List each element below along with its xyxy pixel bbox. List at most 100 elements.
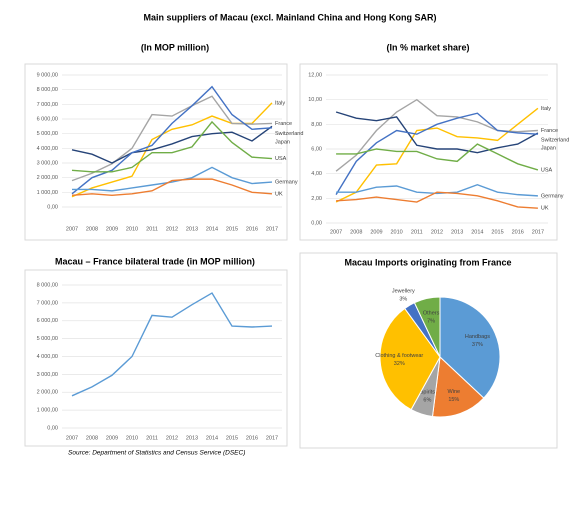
series-line	[336, 191, 538, 209]
y-tick-label: 6,00	[311, 146, 322, 152]
series-line	[336, 143, 539, 171]
series-label: Germany	[541, 193, 564, 199]
series-label: Japan	[541, 146, 556, 152]
slice-value: 37%	[472, 342, 483, 348]
x-tick-label: 2010	[126, 226, 138, 232]
x-tick-label: 2013	[186, 226, 198, 232]
series-label: UK	[275, 191, 283, 197]
y-tick-label: 1 000,00	[37, 190, 58, 196]
slice-label: Others	[423, 311, 440, 317]
y-tick-label: 4 000,00	[37, 146, 58, 152]
y-tick-label: 2 000,00	[37, 390, 58, 396]
main-title: Main suppliers of Macau (excl. Mainland …	[143, 12, 436, 22]
x-tick-label: 2015	[226, 226, 238, 232]
series-line	[336, 184, 538, 197]
series-label: Italy	[541, 106, 551, 112]
slice-value: 7%	[427, 319, 435, 325]
series-line	[71, 95, 273, 182]
y-tick-label: 0,00	[47, 425, 58, 431]
x-tick-label: 2010	[391, 229, 403, 235]
chart-frame	[299, 252, 558, 449]
y-tick-label: 3 000,00	[37, 372, 58, 378]
y-tick-label: 5 000,00	[37, 131, 58, 137]
x-tick-label: 2009	[106, 435, 118, 441]
x-tick-label: 2016	[512, 229, 524, 235]
series-label: Italy	[275, 100, 285, 106]
x-tick-label: 2010	[126, 435, 138, 441]
x-tick-label: 2007	[66, 226, 78, 232]
slice-label: Spirits	[420, 389, 436, 395]
series-label: Switzerland	[275, 131, 303, 137]
series-line	[71, 85, 273, 195]
series-label: Switzerland	[541, 137, 569, 143]
x-tick-label: 2012	[431, 229, 443, 235]
y-tick-label: 8 000,00	[37, 282, 58, 288]
x-tick-label: 2016	[246, 435, 258, 441]
x-tick-label: 2015	[226, 435, 238, 441]
series-label: USA	[275, 156, 287, 162]
series-line	[335, 107, 539, 203]
source-note: Source: Department of Statistics and Cen…	[68, 450, 245, 457]
y-tick-label: 1 000,00	[37, 408, 58, 414]
series-line	[335, 111, 539, 154]
y-tick-label: 2 000,00	[37, 175, 58, 181]
chart-frame	[24, 63, 288, 241]
series-label: Japan	[275, 139, 290, 145]
series-line	[72, 166, 273, 192]
pie-slice	[431, 355, 485, 418]
x-tick-label: 2012	[166, 435, 178, 441]
subtitle: (In % market share)	[386, 42, 469, 52]
x-tick-label: 2008	[86, 435, 98, 441]
y-tick-label: 0,00	[47, 204, 58, 210]
y-tick-label: 6 000,00	[37, 116, 58, 122]
x-tick-label: 2016	[246, 226, 258, 232]
slice-label: Jewellery	[392, 288, 415, 294]
x-tick-label: 2017	[266, 435, 278, 441]
x-tick-label: 2007	[330, 229, 342, 235]
series-line	[71, 120, 273, 173]
slice-label: Handbags	[465, 334, 490, 340]
x-tick-label: 2013	[451, 229, 463, 235]
x-tick-label: 2013	[186, 435, 198, 441]
slice-value: 32%	[394, 361, 405, 367]
y-tick-label: 4,00	[311, 171, 322, 177]
series-label: France	[275, 121, 292, 127]
slice-label: Clothing & footwear	[375, 353, 423, 359]
x-tick-label: 2011	[411, 229, 423, 235]
y-tick-label: 6 000,00	[37, 318, 58, 324]
pie-slice	[379, 307, 441, 411]
x-tick-label: 2017	[532, 229, 544, 235]
y-tick-label: 4 000,00	[37, 354, 58, 360]
slice-label: Wine	[448, 389, 461, 395]
x-tick-label: 2014	[206, 435, 218, 441]
series-line	[335, 98, 538, 172]
x-tick-label: 2011	[146, 435, 158, 441]
x-tick-label: 2008	[86, 226, 98, 232]
x-tick-label: 2009	[370, 229, 382, 235]
y-tick-label: 5 000,00	[37, 336, 58, 342]
x-tick-label: 2011	[146, 226, 158, 232]
series-line	[71, 292, 273, 397]
series-line	[71, 178, 273, 196]
y-tick-label: 8,00	[311, 122, 322, 128]
y-tick-label: 9 000,00	[37, 72, 58, 78]
y-tick-label: 8 000,00	[37, 87, 58, 93]
series-label: USA	[541, 167, 553, 173]
slice-value: 6%	[423, 397, 431, 403]
y-tick-label: 2,00	[311, 196, 322, 202]
series-line	[335, 112, 538, 195]
x-tick-label: 2007	[66, 435, 78, 441]
y-tick-label: 3 000,00	[37, 160, 58, 166]
x-tick-label: 2014	[471, 229, 483, 235]
x-tick-label: 2014	[206, 226, 218, 232]
y-tick-label: 0,00	[311, 220, 322, 226]
pie-slice	[413, 296, 441, 358]
x-tick-label: 2017	[266, 226, 278, 232]
slice-value: 15%	[448, 397, 459, 403]
chart-title: Macau Imports originating from France	[344, 257, 511, 267]
chart-frame	[24, 269, 288, 447]
series-label: France	[541, 128, 558, 134]
x-tick-label: 2012	[166, 226, 178, 232]
x-tick-label: 2008	[350, 229, 362, 235]
slice-value: 3%	[399, 296, 407, 302]
